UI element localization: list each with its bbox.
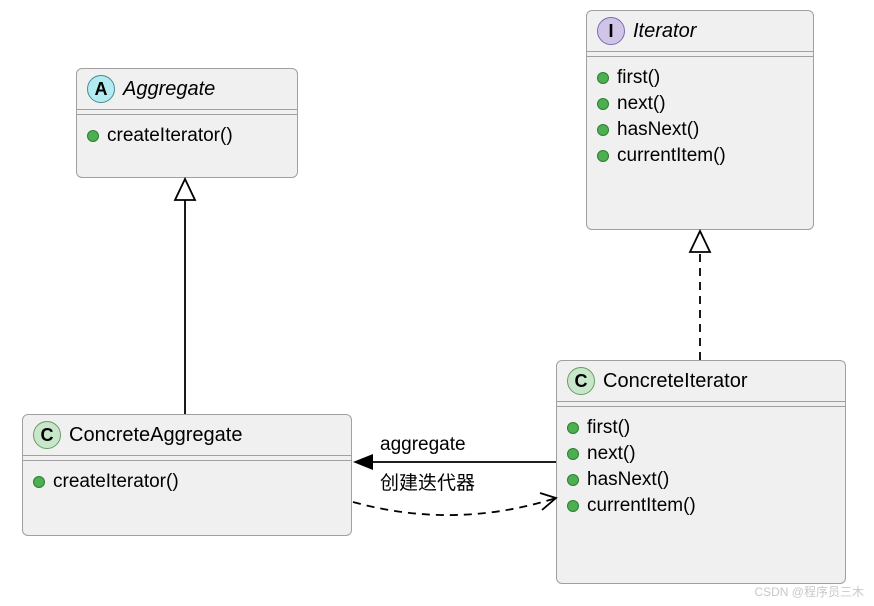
visibility-public-icon — [567, 474, 579, 486]
method-list: createIterator() — [77, 117, 297, 157]
method-name: currentItem() — [617, 145, 726, 167]
visibility-public-icon — [597, 150, 609, 162]
badge-letter: I — [608, 21, 613, 42]
separator — [77, 109, 297, 115]
class-header: C ConcreteIterator — [557, 361, 845, 401]
method-item: currentItem() — [597, 143, 803, 169]
method-name: hasNext() — [587, 469, 669, 491]
method-item: currentItem() — [567, 493, 835, 519]
class-iterator: I Iterator first() next() hasNext() curr… — [586, 10, 814, 230]
method-item: createIterator() — [87, 123, 287, 149]
visibility-public-icon — [567, 500, 579, 512]
method-item: hasNext() — [597, 117, 803, 143]
badge-letter: C — [575, 371, 588, 392]
method-item: first() — [567, 415, 835, 441]
class-name: Aggregate — [123, 78, 215, 101]
separator — [23, 455, 351, 461]
visibility-public-icon — [567, 422, 579, 434]
class-header: A Aggregate — [77, 69, 297, 109]
method-list: first() next() hasNext() currentItem() — [557, 409, 845, 527]
class-badge: C — [33, 421, 61, 449]
badge-letter: A — [95, 79, 108, 100]
method-name: createIterator() — [53, 471, 179, 493]
method-item: first() — [597, 65, 803, 91]
method-name: hasNext() — [617, 119, 699, 141]
method-name: createIterator() — [107, 125, 233, 147]
visibility-public-icon — [597, 72, 609, 84]
method-list: createIterator() — [23, 463, 351, 503]
visibility-public-icon — [597, 124, 609, 136]
visibility-public-icon — [33, 476, 45, 488]
visibility-public-icon — [87, 130, 99, 142]
method-name: first() — [617, 67, 660, 89]
class-concrete-iterator: C ConcreteIterator first() next() hasNex… — [556, 360, 846, 584]
method-item: createIterator() — [33, 469, 341, 495]
class-aggregate: A Aggregate createIterator() — [76, 68, 298, 178]
class-header: C ConcreteAggregate — [23, 415, 351, 455]
method-item: next() — [567, 441, 835, 467]
class-header: I Iterator — [587, 11, 813, 51]
edge-label-aggregate: aggregate — [380, 434, 466, 456]
method-list: first() next() hasNext() currentItem() — [587, 59, 813, 177]
method-item: hasNext() — [567, 467, 835, 493]
class-badge: C — [567, 367, 595, 395]
abstract-badge: A — [87, 75, 115, 103]
class-name: ConcreteIterator — [603, 370, 748, 393]
visibility-public-icon — [567, 448, 579, 460]
separator — [557, 401, 845, 407]
method-name: currentItem() — [587, 495, 696, 517]
separator — [587, 51, 813, 57]
edge-label-create: 创建迭代器 — [380, 468, 475, 495]
method-name: first() — [587, 417, 630, 439]
class-name: ConcreteAggregate — [69, 424, 242, 447]
class-name: Iterator — [633, 20, 696, 43]
class-concrete-aggregate: C ConcreteAggregate createIterator() — [22, 414, 352, 536]
visibility-public-icon — [597, 98, 609, 110]
method-name: next() — [587, 443, 636, 465]
watermark: CSDN @程序员三木 — [754, 583, 864, 600]
method-name: next() — [617, 93, 666, 115]
method-item: next() — [597, 91, 803, 117]
interface-badge: I — [597, 17, 625, 45]
badge-letter: C — [41, 425, 54, 446]
